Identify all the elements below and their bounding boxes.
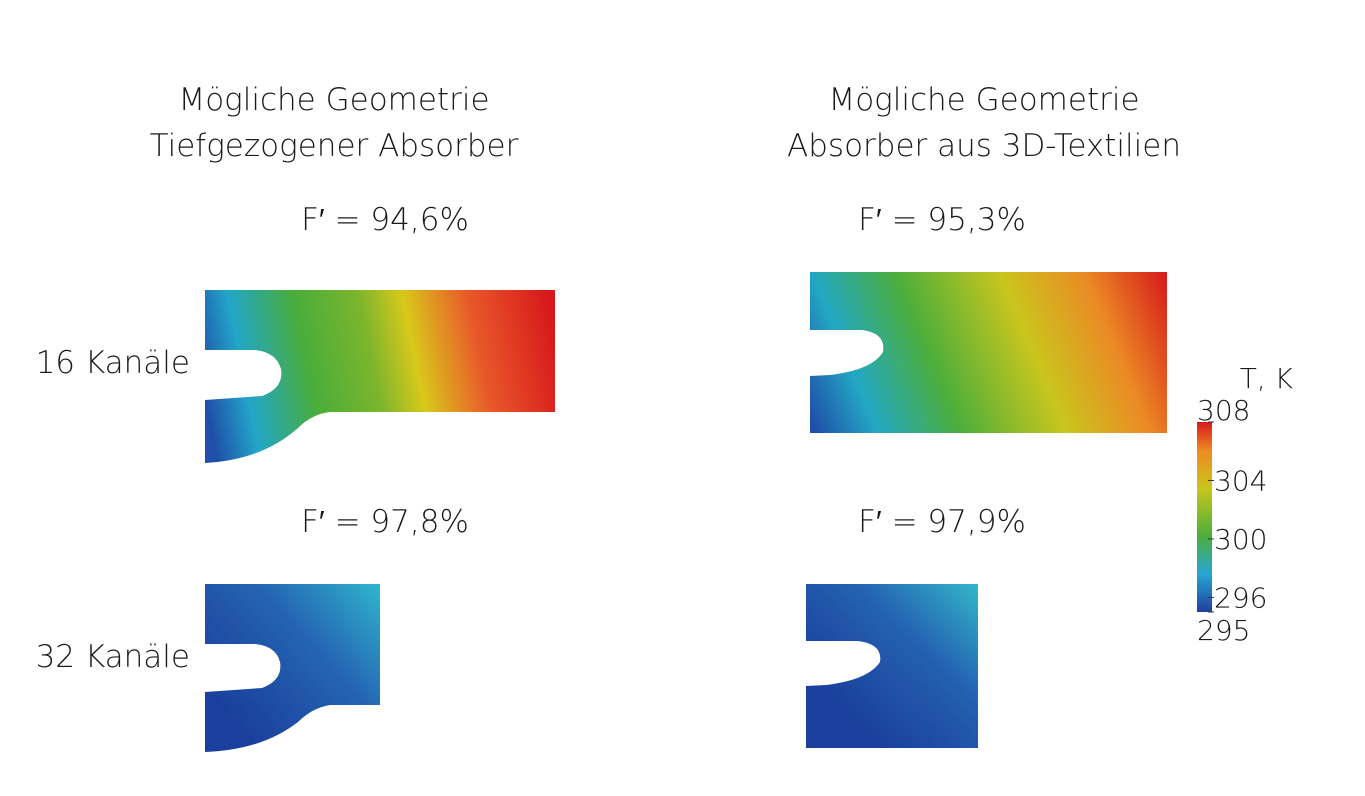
geometry-32-deep-drawn (205, 584, 380, 752)
efficiency-label: F′ = 95,3% (858, 202, 1026, 238)
column-title: Mögliche Geometrie (828, 82, 1139, 118)
colorbar-tick-label: 308 (1197, 394, 1250, 427)
efficiency-label: F′ = 97,9% (858, 504, 1026, 540)
colorbar-tick-label: 295 (1197, 614, 1250, 647)
efficiency-label: F′ = 97,8% (301, 504, 469, 540)
colorbar-tick-label: 300 (1214, 523, 1267, 556)
row-label: 16 Kanäle (36, 345, 190, 381)
column-title: Absorber aus 3D-Textilien (787, 128, 1181, 164)
geometry-16-deep-drawn (205, 290, 555, 463)
efficiency-label: F′ = 94,6% (301, 202, 469, 238)
row-label: 32 Kanäle (36, 639, 190, 675)
colorbar-title: T, K (1240, 362, 1294, 395)
geometry-16-textile (810, 272, 1167, 433)
column-title: Tiefgezogener Absorber (150, 128, 519, 164)
colorbar-tick-label: 304 (1214, 464, 1267, 497)
geometry-32-textile (806, 584, 978, 748)
colorbar-tick-label: 296 (1214, 581, 1267, 614)
column-title: Mögliche Geometrie (178, 82, 489, 118)
colorbar (1197, 422, 1212, 612)
